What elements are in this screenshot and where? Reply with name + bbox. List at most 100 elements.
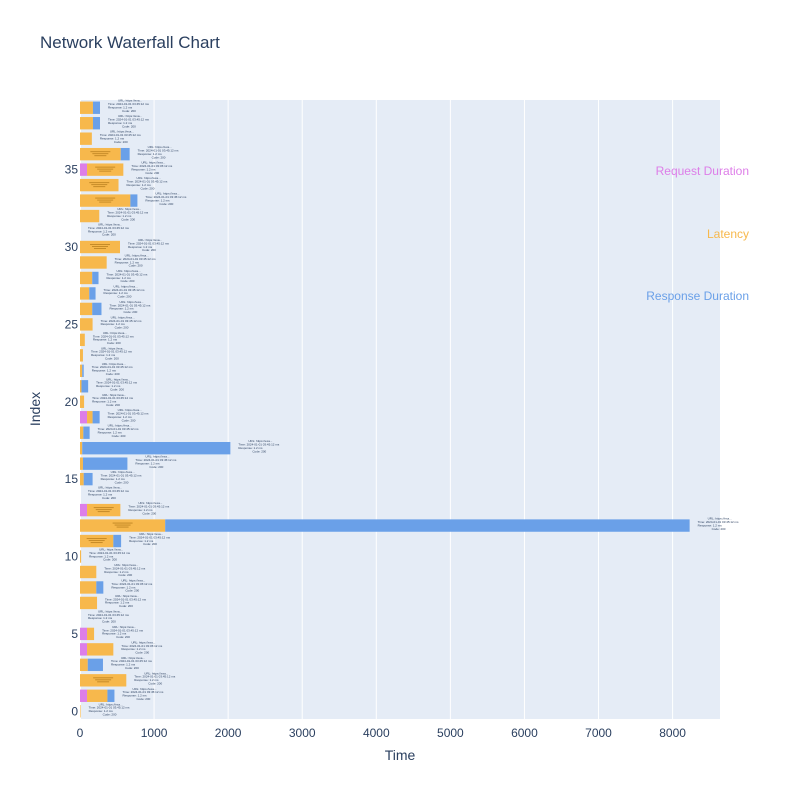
bar-segment [80, 117, 93, 130]
inside-bar-label [95, 679, 112, 681]
bar-hover-label: Code: 200 [136, 697, 150, 701]
bar-hover-label: Time: 2024-01-01 03:45:12 ms [100, 133, 141, 137]
bar-hover-label: Code: 200 [152, 155, 166, 159]
bar-hover-label: Code: 200 [123, 310, 137, 314]
inside-bar-label [95, 166, 116, 168]
bar-hover-label: Response: 1.2 ms [109, 307, 134, 311]
bar-hover-label: URL: https://exa... [111, 315, 135, 319]
bar-hover-label: Time: 2024-01-01 03:45:12 ms [698, 520, 739, 524]
bar-hover-label: Response: 1.2 ms [91, 353, 116, 357]
bar-hover-label: Code: 200 [141, 186, 155, 190]
bar-hover-label: Response: 1.2 ms [134, 678, 159, 682]
bar-hover-label: Response: 1.2 ms [129, 539, 154, 543]
bar-hover-label: Code: 200 [102, 496, 116, 500]
bar-hover-label: Time: 2024-01-01 03:45:12 ms [131, 164, 172, 168]
bar-hover-label: Time: 2024-01-01 03:45:12 ms [89, 551, 130, 555]
bar-hover-label: Code: 200 [106, 403, 120, 407]
bar-hover-label: Code: 200 [149, 465, 163, 469]
bar-hover-label: Time: 2024-01-01 03:45:12 ms [145, 195, 186, 199]
x-axis-title: Time [385, 747, 416, 763]
bar-hover-label: Time: 2024-01-01 03:45:12 ms [104, 566, 145, 570]
bar-hover-label: Response: 1.2 ms [138, 152, 163, 156]
y-tick-label: 10 [65, 550, 79, 564]
bar-hover-label: Response: 1.2 ms [96, 384, 121, 388]
bar-hover-label: Time: 2024-01-01 03:45:12 ms [88, 226, 129, 230]
x-tick-label: 5000 [437, 726, 464, 740]
bar-hover-label: Response: 1.2 ms [127, 183, 152, 187]
bar-hover-label: Response: 1.2 ms [107, 214, 132, 218]
bar-hover-label: Time: 2024-01-01 03:45:12 ms [91, 350, 132, 354]
bar-hover-label: Time: 2024-01-01 03:45:12 ms [127, 180, 168, 184]
bar-hover-label: URL: https://exa... [108, 424, 132, 428]
bar-hover-label: Time: 2024-01-01 03:45:12 ms [96, 381, 137, 385]
bar-segment [80, 581, 97, 594]
bar-hover-label: URL: https://exa... [139, 532, 163, 536]
bar-segment [80, 596, 98, 610]
bar-hover-label: Time: 2024-01-01 03:45:12 ms [121, 644, 162, 648]
bar-segment [80, 457, 83, 470]
inside-bar-label [93, 507, 114, 509]
chart-title: Network Waterfall Chart [40, 33, 220, 52]
x-tick-label: 7000 [585, 726, 612, 740]
bar-segment [80, 271, 93, 285]
bar-hover-label: Response: 1.2 ms [88, 229, 113, 233]
bar-hover-label: URL: https://exa... [101, 346, 125, 350]
bar-hover-label: Time: 2024-01-01 03:45:12 ms [93, 334, 134, 338]
bar-segment [80, 658, 88, 672]
bar-hover-label: URL: https://exa... [248, 439, 272, 443]
inside-bar-label [94, 248, 106, 250]
bar-hover-label: Time: 2024-01-01 03:45:12 ms [135, 458, 176, 462]
bar-hover-label: Code: 200 [110, 387, 124, 391]
inside-bar-label [92, 153, 109, 155]
inside-bar-label [97, 168, 114, 170]
bar-hover-label: URL: https://exa... [119, 300, 143, 304]
bar-hover-label: Time: 2024-01-01 03:45:12 ms [138, 149, 179, 153]
bar-segment [89, 287, 96, 300]
inside-bar-label [97, 511, 110, 513]
bar-hover-label: Response: 1.2 ms [122, 694, 147, 698]
bar-hover-label: Code: 200 [129, 264, 143, 268]
bar-hover-label: Response: 1.2 ms [108, 106, 133, 110]
x-tick-label: 2000 [215, 726, 242, 740]
bar-hover-label: Response: 1.2 ms [100, 136, 125, 140]
bar-hover-label: Time: 2024-01-01 03:45:12 ms [115, 257, 156, 261]
inside-bar-label [93, 677, 114, 679]
bar-hover-label: Response: 1.2 ms [92, 369, 117, 373]
bar-hover-label: Code: 200 [112, 434, 126, 438]
bar-hover-label: URL: https://exa... [155, 192, 179, 196]
bar-hover-label: Response: 1.2 ms [128, 245, 153, 249]
bar-hover-label: URL: https://exa... [99, 548, 123, 552]
bar-hover-label: Code: 200 [107, 341, 121, 345]
bar-hover-label: Code: 200 [142, 511, 156, 515]
bar-hover-label: URL: https://exa... [121, 578, 145, 582]
bar-segment [80, 256, 107, 269]
bar-hover-label: Code: 200 [105, 357, 119, 361]
bar-segment [80, 565, 97, 579]
bar-hover-label: Code: 200 [252, 449, 266, 453]
bar-hover-label: URL: https://exa... [708, 517, 732, 521]
bar-hover-label: URL: https://exa... [145, 455, 169, 459]
bar-hover-label: URL: https://exa... [121, 656, 145, 660]
bar-hover-label: Response: 1.2 ms [238, 446, 263, 450]
bar-segment [80, 426, 84, 439]
bar-hover-label: Response: 1.2 ms [88, 492, 113, 496]
bar-hover-label: Time: 2024-01-01 03:45:12 ms [105, 597, 146, 601]
inside-bar-label [88, 540, 105, 542]
bar-hover-label: Time: 2024-01-01 03:45:12 ms [102, 628, 143, 632]
bar-hover-label: Time: 2024-01-01 03:45:12 ms [128, 504, 169, 508]
x-tick-label: 8000 [659, 726, 686, 740]
bar-hover-label: Time: 2024-01-01 03:45:12 ms [101, 474, 142, 478]
bar-hover-label: URL: https://exa... [148, 145, 172, 149]
bar-hover-label: URL: https://exa... [115, 594, 139, 598]
bar-segment [80, 349, 83, 362]
inside-bar-label [116, 526, 129, 528]
inside-bar-label [97, 199, 114, 201]
bar-hover-label: Time: 2024-01-01 03:45:12 ms [107, 210, 148, 214]
bar-hover-label: Code: 200 [118, 573, 132, 577]
bar-segment [165, 519, 690, 532]
bar-hover-label: URL: https://exa... [141, 161, 165, 165]
bar-hover-label: Time: 2024-01-01 03:45:12 ms [238, 443, 279, 447]
bar-hover-label: URL: https://exa... [106, 377, 130, 381]
inside-bar-label [94, 155, 107, 157]
inside-bar-label [99, 170, 112, 172]
